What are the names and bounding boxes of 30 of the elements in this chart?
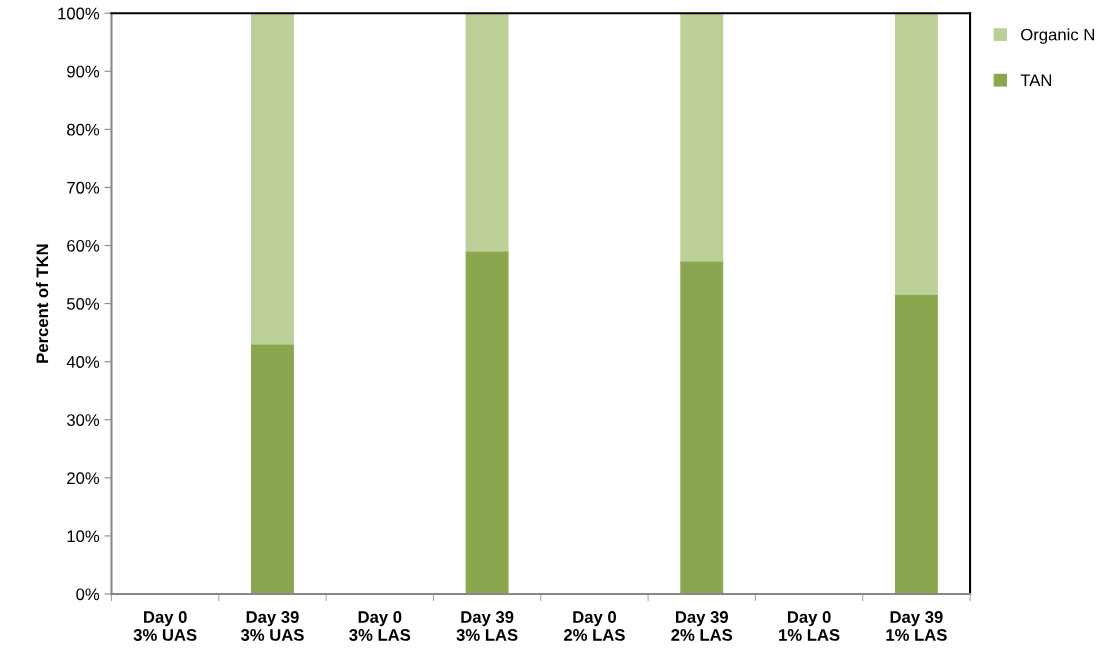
x-tick-label: Day 39 3% UAS [240,611,304,641]
y-tick-label: 90% [67,65,100,78]
bar [465,13,509,252]
x-tick-label: Day 0 2% LAS [563,611,625,641]
y-tick-label: 40% [66,356,100,368]
y-tick-label: 30% [66,414,100,426]
y-tick-label: 80% [67,123,100,136]
bar [465,251,509,594]
bar [680,261,724,594]
legend-label: TAN [1020,74,1052,86]
bar [251,344,294,594]
bar [894,13,938,295]
x-tick-label: Day 39 1% LAS [886,611,947,641]
x-tick-label: Day 0 3% UAS [133,611,197,641]
x-tick-label: Day 0 1% LAS [779,611,840,641]
y-axis-title: Percent of TKN [35,244,49,363]
y-tick-label: 50% [67,298,100,310]
x-tick-label: Day 0 3% LAS [349,611,411,641]
bar [894,294,938,594]
y-tick-label: 10% [67,530,100,543]
y-tick-label: 60% [67,239,100,252]
y-tick-label: 100% [58,7,100,20]
x-tick-label: Day 39 2% LAS [671,611,733,641]
bar [251,13,294,345]
legend-label: Organic N [1021,28,1094,44]
y-tick-label: 70% [67,181,100,194]
y-tick-label: 0% [76,588,100,601]
x-tick-label: Day 39 3% LAS [456,611,518,641]
bar [680,13,724,262]
y-tick-label: 20% [67,472,100,485]
